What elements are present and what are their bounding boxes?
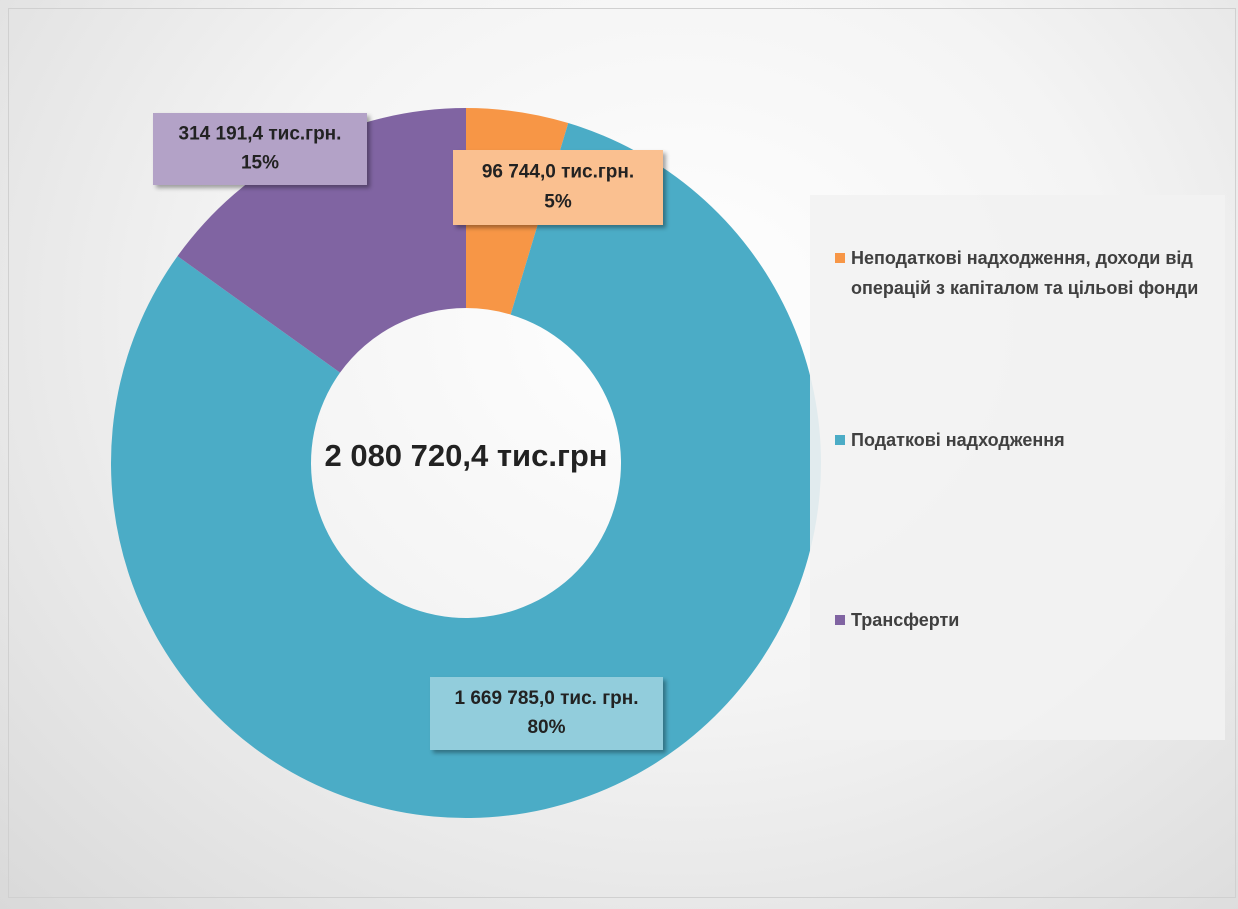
data-label-value: 314 191,4 тис.грн. — [179, 124, 342, 145]
chart-frame — [8, 8, 1236, 898]
data-label-percent: 15% — [241, 152, 279, 173]
legend: Неподаткові надходження, доходи від опер… — [810, 195, 1225, 740]
legend-label: Неподаткові надходження, доходи від опер… — [851, 248, 1199, 298]
data-label-box — [453, 150, 663, 225]
data-label-percent: 5% — [544, 192, 572, 213]
legend-entry: Податкові надходження — [835, 425, 1205, 455]
legend-entry: Трансферти — [835, 605, 1205, 635]
legend-swatch — [835, 615, 845, 625]
data-label-box — [430, 677, 663, 750]
data-label-value: 96 744,0 тис.грн. — [482, 162, 634, 183]
legend-swatch — [835, 253, 845, 263]
donut-slice — [110, 123, 821, 818]
legend-swatch — [835, 435, 845, 445]
data-label-box — [153, 113, 367, 185]
donut-slice — [177, 108, 466, 373]
center-label: 2 080 720,4 тис.грн — [324, 438, 607, 473]
legend-label: Трансферти — [851, 610, 960, 630]
legend-label: Податкові надходження — [851, 430, 1065, 450]
legend-entry: Неподаткові надходження, доходи від опер… — [835, 243, 1205, 303]
data-label-value: 1 669 785,0 тис. грн. — [454, 688, 638, 709]
data-label-percent: 80% — [527, 717, 565, 738]
